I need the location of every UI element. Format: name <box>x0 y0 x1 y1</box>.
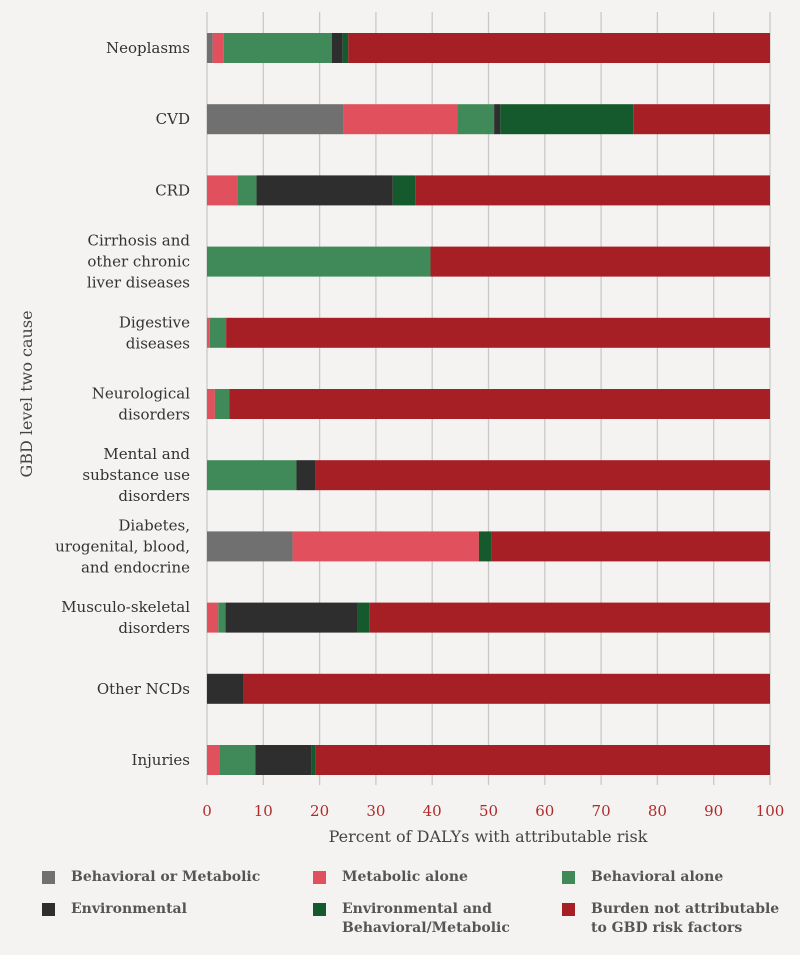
bar-segment <box>207 602 219 633</box>
legend-swatch <box>42 871 55 884</box>
bar-segment <box>207 33 213 63</box>
category-label: Diabetes, urogenital, blood, and endocrine <box>55 516 190 576</box>
bar-segment <box>207 246 431 277</box>
bar-segment <box>478 531 492 562</box>
bar-segment <box>457 104 495 135</box>
bar-segment <box>207 460 297 491</box>
bar-segment <box>223 33 332 63</box>
bar-segment <box>392 175 416 206</box>
x-tick-label: 50 <box>479 802 498 820</box>
bar-segment <box>243 673 771 704</box>
bar-segment <box>219 745 256 775</box>
bar-segment <box>357 602 370 633</box>
legend-label: Behavioral or Metabolic <box>71 869 261 885</box>
bar-segment <box>207 317 210 348</box>
bar-segment <box>218 602 226 633</box>
bar-segment <box>256 175 393 206</box>
legend-label: Behavioral alone <box>591 869 724 885</box>
x-tick-label: 40 <box>423 802 442 820</box>
bar-segment <box>292 531 479 562</box>
x-tick-label: 90 <box>704 802 723 820</box>
bar-segment <box>225 602 358 633</box>
bar-segment <box>296 460 316 491</box>
stacked-bar-chart: Neoplasms CVD CRD Cirrhosis and other chroni… <box>17 12 784 846</box>
category-label: CVD <box>156 110 190 128</box>
x-tick-label: 20 <box>310 802 329 820</box>
bar-segment <box>369 602 770 633</box>
legend-item: Behavioral alone <box>562 868 723 887</box>
bar-segment <box>311 745 316 775</box>
legend-item: Environmental <box>42 900 187 919</box>
bar-segment <box>500 104 634 135</box>
legend-swatch <box>313 871 326 884</box>
bar-segment <box>207 531 293 562</box>
category-label: Neoplasms <box>106 39 190 57</box>
category-label: Injuries <box>132 751 190 769</box>
category-label: CRD <box>155 181 190 199</box>
bar-segment <box>226 317 771 348</box>
x-tick-label: 30 <box>366 802 385 820</box>
bar-segment <box>212 33 224 63</box>
bar-segment <box>207 673 244 704</box>
category-label: Other NCDs <box>97 680 190 698</box>
bar-segment <box>315 745 770 775</box>
legend-swatch <box>42 903 55 916</box>
category-labels: Neoplasms CVD CRD Cirrhosis and other chroni… <box>55 39 190 769</box>
legend-label: Burden not attributable to GBD risk fact… <box>591 901 780 936</box>
bar-segment <box>255 745 312 775</box>
x-tick-label: 70 <box>592 802 611 820</box>
bar-segment <box>494 104 501 135</box>
bar-segment <box>491 531 770 562</box>
legend-label: Metabolic alone <box>342 869 468 885</box>
legend-label: Environmental and Behavioral/Metabolic <box>342 901 510 936</box>
bar-segment <box>315 460 770 491</box>
y-axis-title: GBD level two cause <box>17 310 36 477</box>
x-tick-labels: 0 10 20 30 40 50 60 70 80 90 100 <box>202 802 784 820</box>
legend-label: Environmental <box>71 901 187 917</box>
legend: Behavioral or Metabolic Metabolic alone Be… <box>0 858 800 955</box>
x-tick-label: 100 <box>756 802 785 820</box>
bar-segment <box>209 317 227 348</box>
legend-swatch <box>562 871 575 884</box>
legend-item: Behavioral or Metabolic <box>42 868 260 887</box>
bar-segment <box>207 389 215 419</box>
legend-item: Metabolic alone <box>313 868 468 887</box>
bar-segment <box>430 246 770 277</box>
bar-segment <box>331 33 343 63</box>
legend-swatch <box>562 903 575 916</box>
legend-swatch <box>313 903 326 916</box>
x-tick-label: 10 <box>254 802 273 820</box>
bars <box>207 33 771 775</box>
bar-segment <box>415 175 770 206</box>
category-label: Digestive diseases <box>119 313 190 352</box>
bar-segment <box>229 389 770 419</box>
bar-segment <box>342 33 349 63</box>
x-tick-label: 60 <box>535 802 554 820</box>
bar-segment <box>207 745 220 775</box>
legend-item: Burden not attributable to GBD risk fact… <box>562 900 779 938</box>
x-tick-label: 80 <box>648 802 667 820</box>
bar-segment <box>343 104 458 135</box>
category-label: Cirrhosis and other chronic liver diseases <box>87 232 190 292</box>
legend-item: Environmental and Behavioral/Metabolic <box>313 900 510 938</box>
bar-segment <box>207 104 344 135</box>
x-axis-title: Percent of DALYs with attributable risk <box>329 827 648 846</box>
category-label: Mental and substance use disorders <box>82 445 190 505</box>
category-label: Musculo-skeletal disorders <box>61 598 190 637</box>
bar-segment <box>237 175 257 206</box>
bar-segment <box>207 175 238 206</box>
bar-segment <box>214 389 230 419</box>
category-label: Neurological disorders <box>92 385 190 424</box>
bar-segment <box>633 104 770 135</box>
x-tick-label: 0 <box>202 802 212 820</box>
bar-segment <box>348 33 770 63</box>
